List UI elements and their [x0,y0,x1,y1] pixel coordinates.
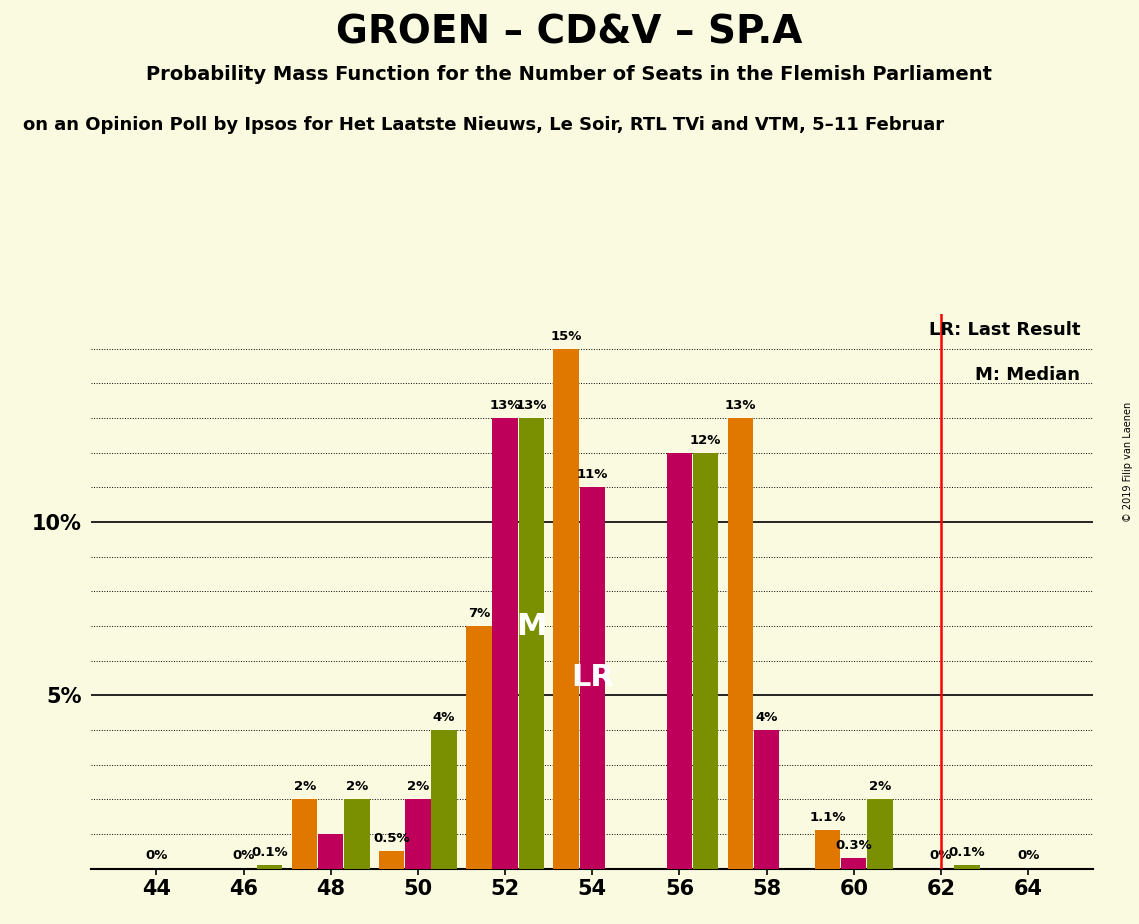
Text: on an Opinion Poll by Ipsos for Het Laatste Nieuws, Le Soir, RTL TVi and VTM, 5–: on an Opinion Poll by Ipsos for Het Laat… [23,116,944,133]
Bar [867,799,893,869]
Bar [816,831,841,869]
Text: M: Median: M: Median [975,366,1081,384]
Bar [292,799,318,869]
Bar [954,865,980,869]
Text: 0.1%: 0.1% [252,845,288,859]
Text: 0.1%: 0.1% [949,845,985,859]
Text: © 2019 Filip van Laenen: © 2019 Filip van Laenen [1123,402,1133,522]
Bar [580,488,605,869]
Bar [518,419,544,869]
Text: Probability Mass Function for the Number of Seats in the Flemish Parliament: Probability Mass Function for the Number… [147,65,992,84]
Text: 7%: 7% [468,607,490,620]
Text: 0.5%: 0.5% [374,832,410,845]
Text: 15%: 15% [550,330,582,343]
Text: 2%: 2% [869,780,891,793]
Bar [693,453,719,869]
Bar [318,833,344,869]
Bar [554,349,579,869]
Text: 4%: 4% [433,711,456,723]
Text: 2%: 2% [407,780,429,793]
Bar [666,453,693,869]
Bar [405,799,431,869]
Bar [492,419,518,869]
Text: LR: Last Result: LR: Last Result [929,322,1081,339]
Bar [754,730,779,869]
Text: 0.3%: 0.3% [835,839,872,852]
Text: M: M [516,612,547,640]
Text: 12%: 12% [690,433,721,446]
Bar [379,851,404,869]
Text: 0%: 0% [146,849,167,862]
Text: 13%: 13% [516,399,547,412]
Bar [466,626,492,869]
Text: 13%: 13% [724,399,756,412]
Text: 4%: 4% [755,711,778,723]
Bar [344,799,369,869]
Bar [257,865,282,869]
Text: 0%: 0% [929,849,952,862]
Text: 2%: 2% [346,780,368,793]
Text: 13%: 13% [490,399,521,412]
Text: 0%: 0% [1017,849,1039,862]
Text: 2%: 2% [294,780,316,793]
Text: LR: LR [571,663,614,692]
Bar [432,730,457,869]
Text: 0%: 0% [232,849,255,862]
Text: GROEN – CD&V – SP.A: GROEN – CD&V – SP.A [336,14,803,52]
Bar [728,419,753,869]
Text: 11%: 11% [576,468,608,481]
Text: 1.1%: 1.1% [810,811,846,824]
Bar [841,858,867,869]
